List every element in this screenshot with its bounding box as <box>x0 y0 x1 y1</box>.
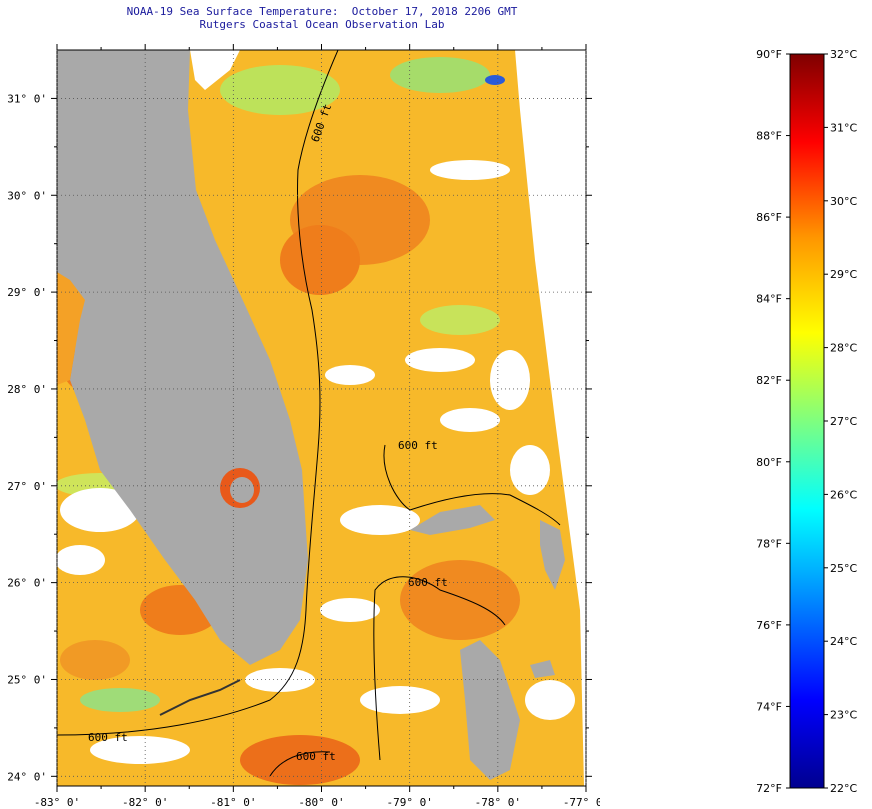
c-label: 27°C <box>830 415 857 428</box>
sst-map: 600 ft 600 ft 600 ft 600 ft 600 ft 31° 0… <box>7 44 600 809</box>
c-label: 26°C <box>830 488 857 501</box>
isobath-label: 600 ft <box>296 750 336 763</box>
title-line-2: Rutgers Coastal Ocean Observation Lab <box>199 18 445 31</box>
f-label: 90°F <box>756 48 782 61</box>
isobath-600ft-bahamas <box>383 444 561 526</box>
lat-tick-label: 24° 0' <box>7 770 47 783</box>
lake-okeechobee-center <box>230 477 254 503</box>
lat-tick-label: 30° 0' <box>7 189 47 202</box>
isobath-600ft-south <box>269 751 331 777</box>
f-label: 78°F <box>756 537 782 550</box>
cool-patch <box>220 65 340 115</box>
isobath-600ft-tongue <box>373 576 506 761</box>
c-label: 28°C <box>830 342 857 355</box>
lon-tick-label: -82° 0' <box>122 796 168 809</box>
cloud <box>320 598 380 622</box>
colorbar-scale <box>789 53 825 789</box>
cool-patch <box>485 75 505 85</box>
isobath-label: 600 ft <box>398 439 438 452</box>
cloud <box>490 350 530 410</box>
cloud <box>510 445 550 495</box>
cloud <box>60 488 140 532</box>
florida-land <box>57 50 308 665</box>
f-label: 82°F <box>756 374 782 387</box>
isobath-label: 600 ft <box>408 576 448 589</box>
c-label: 25°C <box>830 562 857 575</box>
cloud <box>525 680 575 720</box>
c-label: 30°C <box>830 195 857 208</box>
f-label: 86°F <box>756 211 782 224</box>
cloud <box>360 686 440 714</box>
f-label: 80°F <box>756 456 782 469</box>
lon-tick-label: -78° 0' <box>475 796 521 809</box>
lat-tick-label: 28° 0' <box>7 383 47 396</box>
andros <box>460 640 520 780</box>
f-label: 88°F <box>756 130 782 143</box>
warm-patch <box>240 735 360 785</box>
lat-tick-label: 25° 0' <box>7 673 47 686</box>
cool-patch <box>80 688 160 712</box>
lon-tick-label: -79° 0' <box>386 796 432 809</box>
isobath-label: 600 ft <box>88 731 128 744</box>
lat-tick-label: 27° 0' <box>7 480 47 493</box>
no-data-top <box>190 50 240 90</box>
isobath-600ft-main <box>57 50 339 736</box>
gulf-coast-water <box>57 272 85 385</box>
abaco <box>540 520 565 590</box>
title-line-1: NOAA-19 Sea Surface Temperature: October… <box>126 5 518 18</box>
cloud <box>430 160 510 180</box>
c-label: 24°C <box>830 635 857 648</box>
f-label: 84°F <box>756 293 782 306</box>
cloud <box>440 408 500 432</box>
cloud <box>245 668 315 692</box>
warm-patch <box>400 560 520 640</box>
axis-ticks: 31° 0' 30° 0' 29° 0' 28° 0' 27° 0' 26° 0' 25° … <box>7 44 600 809</box>
lat-tick-label: 26° 0' <box>7 577 47 590</box>
florida-keys <box>159 679 241 716</box>
no-data-region <box>515 50 586 786</box>
colorbar-labels: 90°F 88°F 86°F 84°F 82°F 80°F 78°F 76°F 74°F 72°F… <box>756 48 857 795</box>
warm-patch <box>280 225 360 295</box>
lon-tick-label: -80° 0' <box>298 796 344 809</box>
cool-patch <box>390 57 490 93</box>
warm-patch <box>60 640 130 680</box>
cloud <box>340 505 420 535</box>
lat-tick-label: 29° 0' <box>7 286 47 299</box>
cool-patch <box>420 305 500 335</box>
lat-tick-label: 31° 0' <box>7 92 47 105</box>
grand-bahama <box>410 505 495 535</box>
f-label: 76°F <box>756 619 782 632</box>
c-label: 32°C <box>830 48 857 61</box>
lon-tick-label: -77° 0' <box>563 796 600 809</box>
berry-islands <box>530 660 555 678</box>
lon-tick-label: -81° 0' <box>210 796 256 809</box>
f-label: 72°F <box>756 782 782 795</box>
c-label: 23°C <box>830 709 857 722</box>
graticule <box>56 50 587 786</box>
cloud <box>325 365 375 385</box>
f-label: 74°F <box>756 700 782 713</box>
c-label: 29°C <box>830 268 857 281</box>
lon-tick-label: -83° 0' <box>34 796 80 809</box>
cloud <box>405 348 475 372</box>
c-label: 22°C <box>830 782 857 795</box>
c-label: 31°C <box>830 121 857 134</box>
cloud <box>57 545 105 575</box>
cloud <box>90 736 190 764</box>
